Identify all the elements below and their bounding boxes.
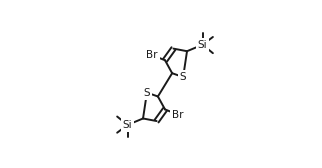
Text: Si: Si — [123, 120, 132, 130]
Text: S: S — [180, 72, 186, 82]
Text: Br: Br — [146, 50, 158, 60]
Text: S: S — [144, 88, 150, 98]
Text: Br: Br — [172, 110, 184, 120]
Text: Si: Si — [198, 40, 207, 50]
